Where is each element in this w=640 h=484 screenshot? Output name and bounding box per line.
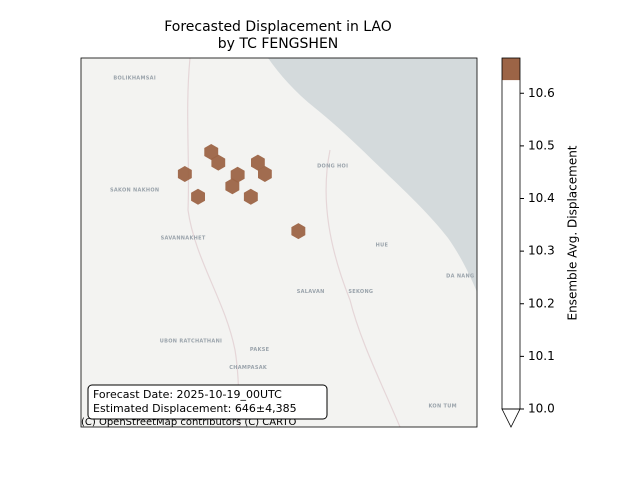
title-line: by TC FENGSHEN — [218, 36, 339, 52]
colorbar-segment — [502, 80, 520, 409]
place-label: PAKSE — [250, 347, 270, 353]
annotation-line: Forecast Date: 2025-10-19_00UTC — [93, 388, 282, 401]
map-frame — [80, 57, 478, 428]
place-label: SEKONG — [348, 289, 373, 295]
attribution: (C) OpenStreetMap contributors (C) CARTO — [81, 417, 296, 428]
place-label: DA NANG — [446, 273, 474, 279]
hexbin — [204, 144, 219, 160]
hexbin — [291, 223, 306, 240]
place-label: KON TUM — [428, 403, 456, 409]
colorbar-tick-label: 10.0 — [528, 402, 555, 416]
place-label: UBON RATCHATHANI — [160, 338, 222, 344]
colorbar-tick-label: 10.1 — [528, 349, 555, 363]
place-label: SAKON NAKHON — [110, 187, 159, 193]
colorbar-frame — [501, 57, 521, 410]
colorbar-tick-label: 10.4 — [528, 191, 555, 205]
place-label: HUE — [376, 243, 389, 249]
place-label: BOLIKHAMSAI — [113, 76, 156, 82]
hexbin — [230, 166, 245, 183]
colorbar-extend — [501, 408, 521, 428]
sea — [268, 58, 477, 292]
colorbar-tick-label: 10.3 — [528, 244, 555, 258]
hexbin — [243, 188, 258, 205]
colorbar-tick-label: 10.6 — [528, 86, 555, 100]
border — [187, 58, 241, 427]
annotation-line: Estimated Displacement: 646±4,385 — [93, 402, 297, 415]
colorbar-tick-label: 10.5 — [528, 138, 555, 152]
place-label: DONG HOI — [317, 164, 348, 170]
title-line: Forecasted Displacement in LAO — [164, 19, 392, 35]
hexbin — [191, 188, 205, 205]
hexbin — [258, 166, 272, 182]
annotation-box — [87, 384, 328, 420]
border — [325, 149, 401, 427]
colorbar-segment — [502, 58, 520, 81]
colorbar-label: Ensemble Avg. Displacement — [566, 145, 580, 320]
place-label: SALAVAN — [297, 289, 325, 295]
hexbin — [211, 154, 226, 171]
hexbin — [225, 178, 240, 195]
hexbin — [177, 166, 192, 182]
colorbar-tick-label: 10.2 — [528, 296, 555, 310]
place-label: SAVANNAKHET — [161, 236, 206, 242]
basemap: BOLIKHAMSAI SAKON NAKHON SAVANNAKHET SALAVA… — [81, 58, 477, 427]
hexbin — [251, 154, 265, 171]
place-label: CHAMPASAK — [229, 365, 268, 371]
